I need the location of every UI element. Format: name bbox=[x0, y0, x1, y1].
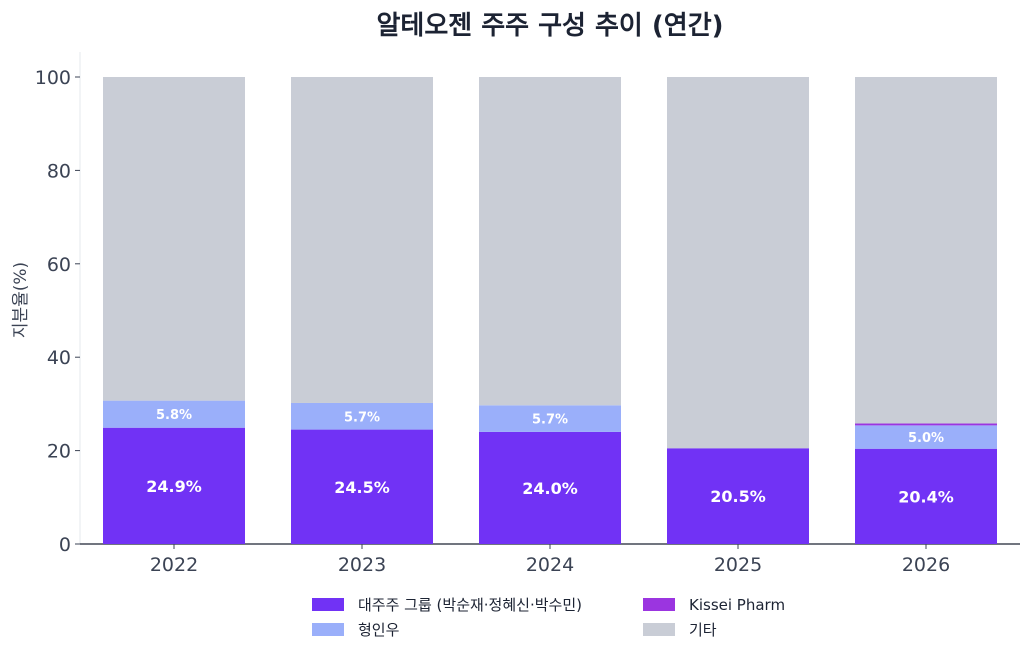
data-label: 5.7% bbox=[344, 410, 380, 425]
bar-segment bbox=[479, 405, 621, 432]
y-tick-label: 20 bbox=[47, 441, 71, 463]
bar-segment bbox=[291, 429, 433, 544]
legend-swatch bbox=[643, 598, 675, 611]
y-axis-label: 지분율(%) bbox=[11, 262, 31, 338]
bar-segment bbox=[103, 427, 245, 544]
y-tick-label: 80 bbox=[47, 160, 71, 182]
legend-label: 대주주 그룹 (박순재·정혜신·박수민) bbox=[358, 596, 582, 614]
y-tick-label: 0 bbox=[59, 534, 71, 556]
data-label: 20.5% bbox=[710, 487, 766, 506]
y-tick-label: 40 bbox=[47, 347, 71, 369]
data-label: 24.5% bbox=[334, 478, 390, 497]
y-tick-label: 100 bbox=[35, 67, 71, 89]
data-label: 5.8% bbox=[156, 408, 192, 423]
legend-swatch bbox=[312, 623, 344, 636]
bar-segment bbox=[103, 77, 245, 401]
x-tick-label: 2024 bbox=[526, 554, 574, 576]
bar-segment bbox=[855, 425, 997, 449]
x-tick-label: 2025 bbox=[714, 554, 762, 576]
data-label: 20.4% bbox=[898, 487, 954, 506]
chart-title: 알테오젠 주주 구성 추이 (연간) bbox=[376, 11, 723, 41]
x-tick-label: 2026 bbox=[902, 554, 950, 576]
bar-segment bbox=[479, 431, 621, 544]
x-tick-label: 2023 bbox=[338, 554, 386, 576]
legend-swatch bbox=[643, 623, 675, 636]
bar-segment bbox=[291, 77, 433, 403]
bar-segment bbox=[855, 448, 997, 544]
data-label: 5.0% bbox=[908, 431, 944, 446]
legend-label: 기타 bbox=[689, 621, 717, 639]
bar-segment bbox=[479, 77, 621, 406]
data-label: 24.9% bbox=[146, 477, 202, 496]
data-label: 5.7% bbox=[532, 413, 568, 428]
plot-area: 0 20 40 60 80 100 24.9% 5.8% 2022 24.5% 5.7% 2023 24… bbox=[35, 52, 1020, 576]
bar-segment bbox=[855, 423, 997, 426]
legend-swatch bbox=[312, 598, 344, 611]
bar-segment bbox=[291, 402, 433, 430]
data-label: 24.0% bbox=[522, 479, 578, 498]
legend-label: Kissei Pharm bbox=[689, 596, 785, 614]
bar-segment bbox=[855, 77, 997, 424]
bar-segment bbox=[103, 400, 245, 428]
legend: 대주주 그룹 (박순재·정혜신·박수민) 형인우 Kissei Pharm 기타 bbox=[312, 596, 785, 639]
x-tick-label: 2022 bbox=[150, 554, 198, 576]
bar-segment bbox=[667, 448, 809, 544]
legend-label: 형인우 bbox=[358, 621, 400, 639]
y-tick-label: 60 bbox=[47, 254, 71, 276]
bar-segment bbox=[667, 77, 809, 449]
